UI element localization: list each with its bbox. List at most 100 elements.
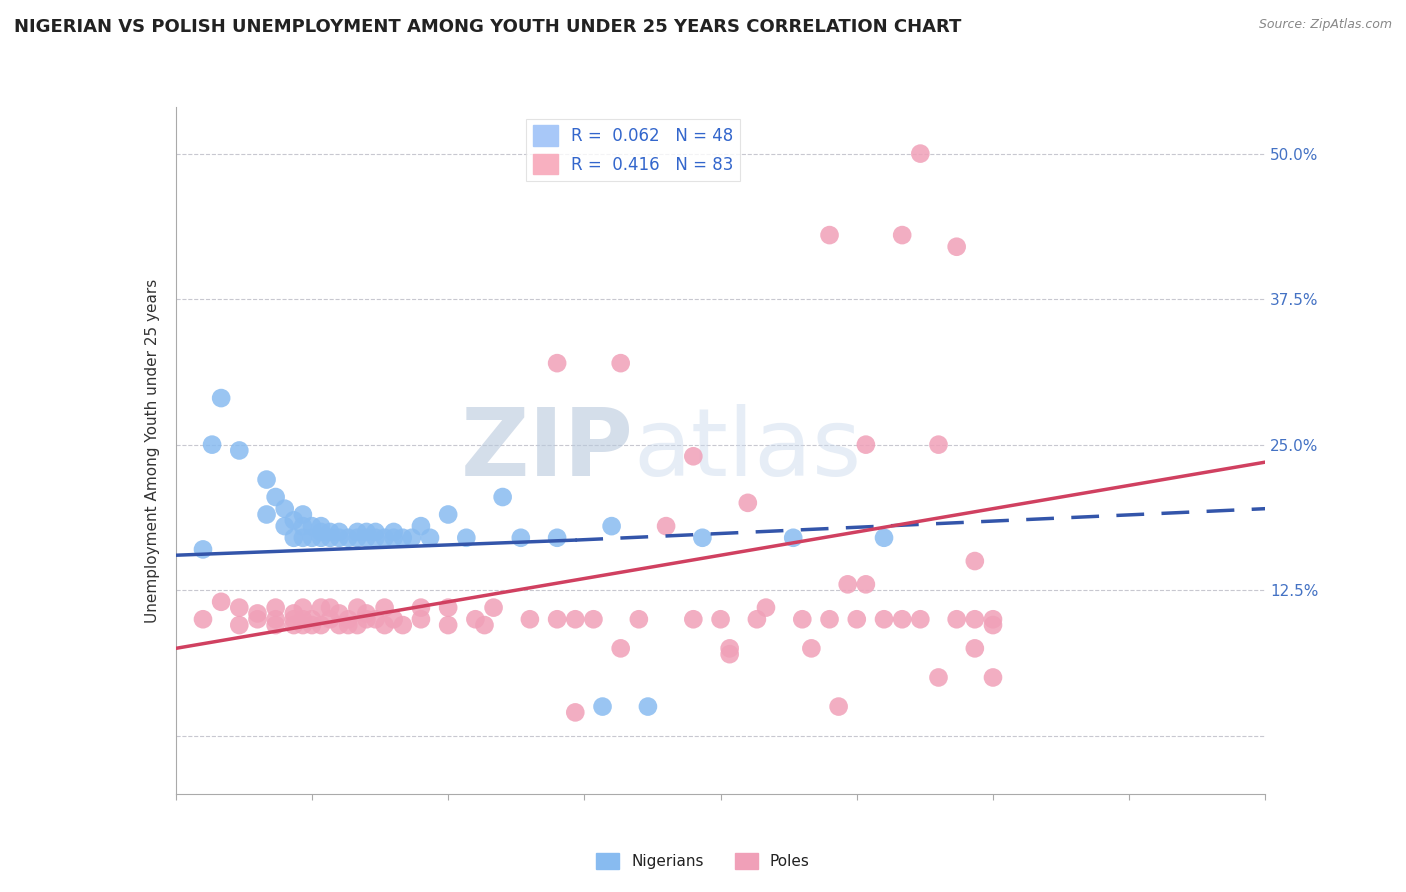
Point bbox=[456, 531, 478, 545]
Point bbox=[437, 508, 460, 522]
Point bbox=[228, 600, 250, 615]
Point bbox=[374, 600, 396, 615]
Y-axis label: Unemployment Among Youth under 25 years: Unemployment Among Youth under 25 years bbox=[145, 278, 160, 623]
Point bbox=[209, 595, 232, 609]
Point bbox=[737, 496, 759, 510]
Point bbox=[309, 531, 332, 545]
Point bbox=[337, 618, 360, 632]
Point bbox=[609, 356, 631, 370]
Point bbox=[301, 531, 323, 545]
Point bbox=[692, 531, 714, 545]
Point bbox=[564, 612, 586, 626]
Point bbox=[655, 519, 678, 533]
Point bbox=[409, 519, 432, 533]
Point bbox=[274, 501, 297, 516]
Point bbox=[474, 618, 496, 632]
Point bbox=[710, 612, 733, 626]
Point bbox=[963, 554, 986, 568]
Point bbox=[582, 612, 605, 626]
Point bbox=[391, 618, 413, 632]
Point bbox=[718, 647, 741, 661]
Point bbox=[600, 519, 623, 533]
Point bbox=[482, 600, 505, 615]
Point bbox=[201, 437, 224, 451]
Point bbox=[873, 531, 896, 545]
Point bbox=[401, 531, 423, 545]
Point bbox=[291, 612, 314, 626]
Point bbox=[319, 524, 342, 539]
Point bbox=[346, 600, 368, 615]
Point bbox=[274, 519, 297, 533]
Point bbox=[818, 612, 841, 626]
Point bbox=[637, 699, 659, 714]
Point bbox=[264, 612, 287, 626]
Point bbox=[873, 612, 896, 626]
Point bbox=[792, 612, 814, 626]
Point bbox=[682, 612, 704, 626]
Point bbox=[328, 531, 350, 545]
Point bbox=[374, 618, 396, 632]
Text: atlas: atlas bbox=[633, 404, 862, 497]
Point bbox=[291, 531, 314, 545]
Point bbox=[546, 531, 568, 545]
Point bbox=[301, 612, 323, 626]
Point bbox=[437, 600, 460, 615]
Point bbox=[910, 612, 932, 626]
Point bbox=[309, 524, 332, 539]
Point bbox=[319, 600, 342, 615]
Text: NIGERIAN VS POLISH UNEMPLOYMENT AMONG YOUTH UNDER 25 YEARS CORRELATION CHART: NIGERIAN VS POLISH UNEMPLOYMENT AMONG YO… bbox=[14, 18, 962, 36]
Point bbox=[246, 612, 269, 626]
Point bbox=[891, 612, 914, 626]
Point bbox=[945, 612, 967, 626]
Point bbox=[228, 443, 250, 458]
Point bbox=[837, 577, 859, 591]
Point bbox=[419, 531, 441, 545]
Point bbox=[346, 524, 368, 539]
Point bbox=[627, 612, 650, 626]
Point bbox=[283, 618, 305, 632]
Point bbox=[301, 618, 323, 632]
Point bbox=[356, 531, 378, 545]
Point bbox=[309, 519, 332, 533]
Point bbox=[256, 508, 278, 522]
Point bbox=[319, 531, 342, 545]
Point bbox=[564, 706, 586, 720]
Point bbox=[855, 437, 877, 451]
Point bbox=[382, 612, 405, 626]
Point bbox=[264, 490, 287, 504]
Point bbox=[319, 612, 342, 626]
Point bbox=[328, 618, 350, 632]
Point bbox=[963, 641, 986, 656]
Point bbox=[382, 524, 405, 539]
Point bbox=[437, 618, 460, 632]
Point bbox=[818, 228, 841, 243]
Point bbox=[246, 607, 269, 621]
Point bbox=[264, 618, 287, 632]
Point bbox=[191, 612, 214, 626]
Point bbox=[928, 437, 950, 451]
Point bbox=[546, 356, 568, 370]
Point bbox=[291, 519, 314, 533]
Point bbox=[492, 490, 515, 504]
Point bbox=[291, 600, 314, 615]
Point bbox=[337, 612, 360, 626]
Point bbox=[409, 612, 432, 626]
Point bbox=[356, 612, 378, 626]
Point bbox=[283, 513, 305, 527]
Point bbox=[291, 618, 314, 632]
Point bbox=[910, 146, 932, 161]
Point bbox=[328, 524, 350, 539]
Legend: R =  0.062   N = 48, R =  0.416   N = 83: R = 0.062 N = 48, R = 0.416 N = 83 bbox=[526, 119, 741, 181]
Point bbox=[364, 612, 387, 626]
Point bbox=[309, 600, 332, 615]
Point bbox=[337, 531, 360, 545]
Point bbox=[283, 531, 305, 545]
Point bbox=[356, 524, 378, 539]
Point bbox=[346, 618, 368, 632]
Point bbox=[464, 612, 486, 626]
Point bbox=[382, 531, 405, 545]
Point bbox=[256, 473, 278, 487]
Point bbox=[592, 699, 614, 714]
Point bbox=[782, 531, 804, 545]
Point bbox=[891, 228, 914, 243]
